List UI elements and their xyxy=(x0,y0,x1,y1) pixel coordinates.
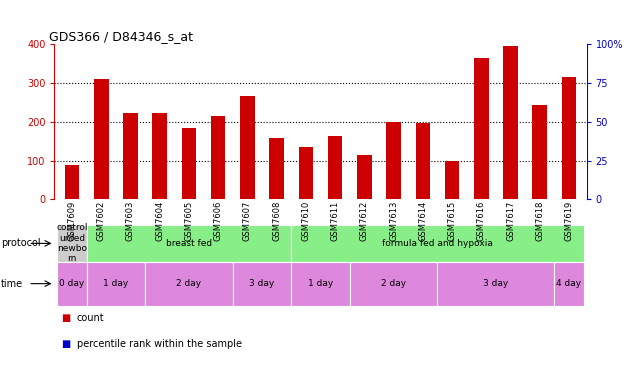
Text: GSM7604: GSM7604 xyxy=(155,201,164,241)
Bar xyxy=(181,128,196,199)
Bar xyxy=(58,225,87,262)
Text: formula fed and hypoxia: formula fed and hypoxia xyxy=(382,239,493,248)
Text: GDS366 / D84346_s_at: GDS366 / D84346_s_at xyxy=(49,30,193,43)
Bar xyxy=(474,57,488,199)
Text: GSM7616: GSM7616 xyxy=(477,201,486,241)
Bar xyxy=(145,262,233,306)
Text: GSM7607: GSM7607 xyxy=(243,201,252,241)
Point xyxy=(388,71,399,76)
Text: GSM7606: GSM7606 xyxy=(213,201,222,241)
Point xyxy=(126,67,136,73)
Bar xyxy=(445,161,460,199)
Bar xyxy=(387,122,401,199)
Text: 2 day: 2 day xyxy=(176,279,201,288)
Text: GSM7615: GSM7615 xyxy=(447,201,456,241)
Bar xyxy=(562,76,576,199)
Point xyxy=(505,47,515,53)
Text: protocol: protocol xyxy=(1,238,40,249)
Text: 1 day: 1 day xyxy=(308,279,333,288)
Bar xyxy=(87,225,291,262)
Bar xyxy=(58,262,87,306)
Text: 2 day: 2 day xyxy=(381,279,406,288)
Text: ■: ■ xyxy=(61,339,70,348)
Bar xyxy=(65,165,79,199)
Text: 3 day: 3 day xyxy=(483,279,508,288)
Bar xyxy=(350,262,437,306)
Text: GSM7614: GSM7614 xyxy=(419,201,428,241)
Bar xyxy=(291,262,350,306)
Point xyxy=(154,67,165,73)
Text: 1 day: 1 day xyxy=(103,279,128,288)
Point xyxy=(359,83,369,89)
Point xyxy=(564,61,574,67)
Text: count: count xyxy=(77,313,104,323)
Bar xyxy=(240,96,254,199)
Bar xyxy=(533,105,547,199)
Text: GSM7611: GSM7611 xyxy=(331,201,340,241)
Bar xyxy=(123,113,138,199)
Bar xyxy=(437,262,554,306)
Bar xyxy=(291,225,583,262)
Bar xyxy=(94,79,108,199)
Bar xyxy=(211,116,226,199)
Text: GSM7617: GSM7617 xyxy=(506,201,515,241)
Text: GSM7609: GSM7609 xyxy=(67,201,76,241)
Text: GSM7610: GSM7610 xyxy=(301,201,310,241)
Text: percentile rank within the sample: percentile rank within the sample xyxy=(77,339,242,348)
Text: breast fed: breast fed xyxy=(166,239,212,248)
Point xyxy=(242,63,253,69)
Text: GSM7612: GSM7612 xyxy=(360,201,369,241)
Text: GSM7619: GSM7619 xyxy=(565,201,574,241)
Text: 3 day: 3 day xyxy=(249,279,274,288)
Text: 0 day: 0 day xyxy=(60,279,85,288)
Bar xyxy=(328,137,342,199)
Point xyxy=(184,72,194,78)
Bar xyxy=(153,113,167,199)
Bar xyxy=(357,155,372,199)
Point xyxy=(96,64,106,70)
Point xyxy=(67,88,77,94)
Point xyxy=(213,69,223,75)
Text: GSM7602: GSM7602 xyxy=(97,201,106,241)
Text: 4 day: 4 day xyxy=(556,279,581,288)
Point xyxy=(301,77,311,83)
Text: GSM7613: GSM7613 xyxy=(389,201,398,241)
Bar xyxy=(415,123,430,199)
Bar xyxy=(503,46,518,199)
Point xyxy=(535,67,545,73)
Text: control
unfed
newbo
rn: control unfed newbo rn xyxy=(56,223,88,264)
Point xyxy=(447,88,457,94)
Bar xyxy=(269,138,284,199)
Point xyxy=(272,72,282,78)
Text: ■: ■ xyxy=(61,313,70,323)
Text: GSM7605: GSM7605 xyxy=(185,201,194,241)
Bar xyxy=(299,147,313,199)
Point xyxy=(330,71,340,76)
Text: GSM7603: GSM7603 xyxy=(126,201,135,241)
Bar xyxy=(87,262,145,306)
Point xyxy=(418,71,428,76)
Text: GSM7618: GSM7618 xyxy=(535,201,544,241)
Text: GSM7608: GSM7608 xyxy=(272,201,281,241)
Bar xyxy=(233,262,291,306)
Text: time: time xyxy=(1,279,23,289)
Bar xyxy=(554,262,583,306)
Point xyxy=(476,61,487,67)
